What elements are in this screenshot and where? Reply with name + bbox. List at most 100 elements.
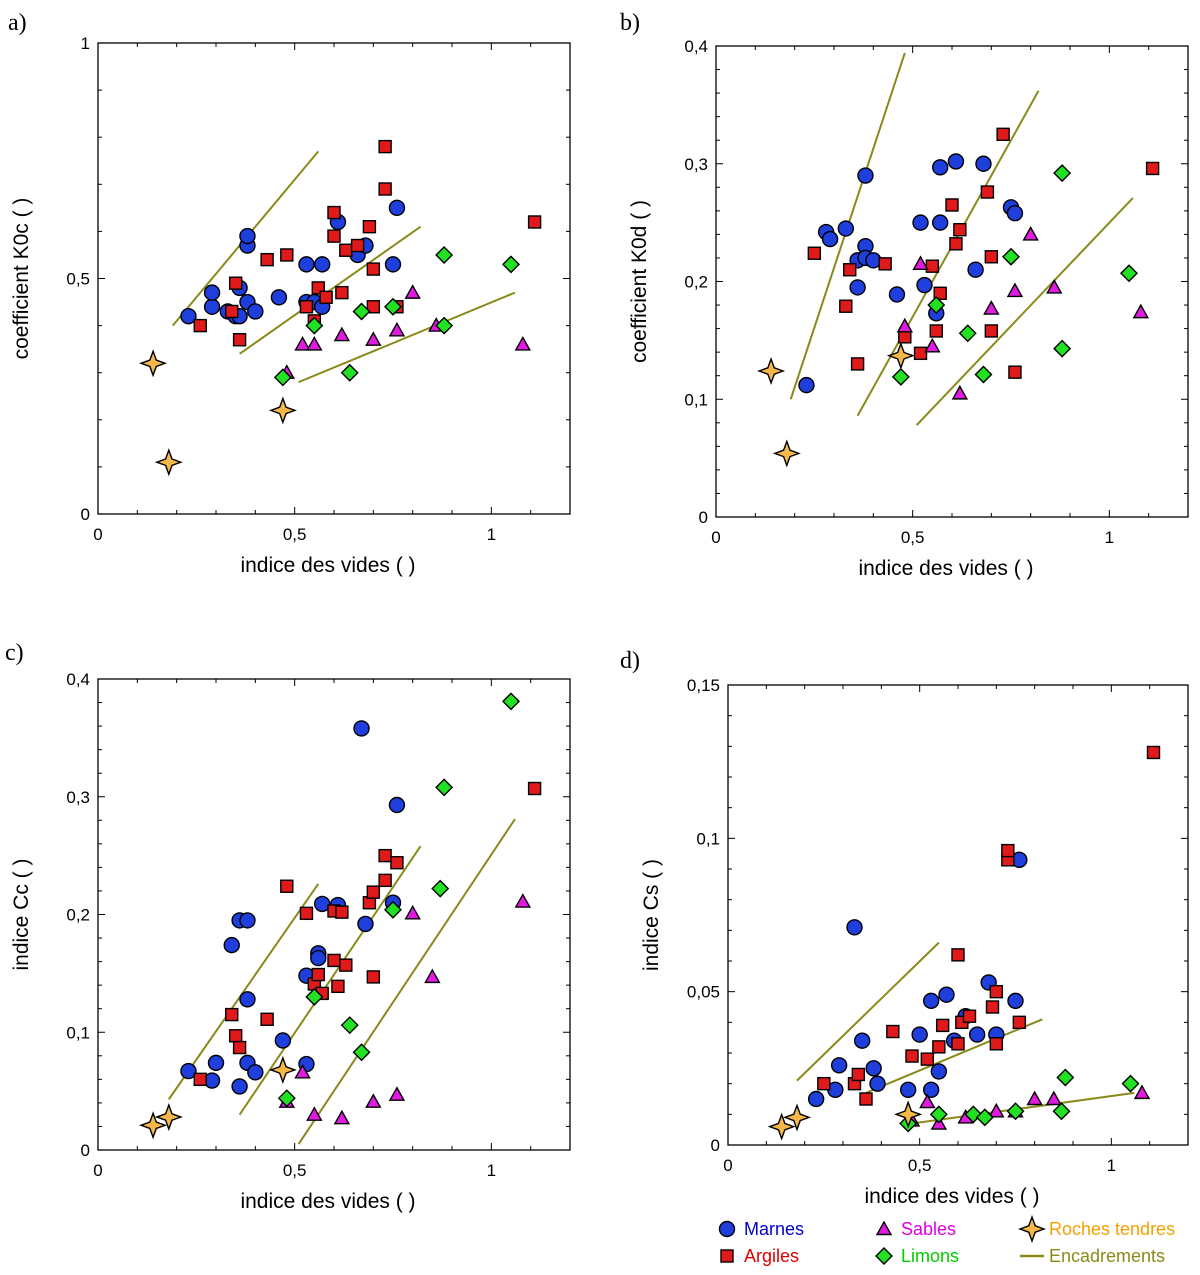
data-point-argiles <box>839 299 853 313</box>
data-point-marnes <box>865 1060 882 1077</box>
data-point-limons <box>305 316 324 335</box>
series-sables <box>278 284 531 379</box>
data-point-marnes <box>821 230 839 248</box>
data-point-argiles <box>335 905 349 919</box>
data-point-marnes <box>922 1081 940 1099</box>
data-point-argiles <box>951 948 965 962</box>
y-tick-label: 0,1 <box>684 390 708 409</box>
data-point-limons <box>958 324 977 343</box>
data-point-marnes <box>384 256 402 273</box>
series-roches <box>139 1055 297 1140</box>
data-point-limons <box>502 692 520 711</box>
y-tick-label: 0,3 <box>684 155 708 174</box>
data-point-roches <box>139 1111 168 1140</box>
legend: Marnes Argiles Sables Limons Roches tendres E… <box>718 1214 1175 1266</box>
data-point-roches <box>782 1103 812 1132</box>
data-point-limons <box>435 316 454 335</box>
legend-label-marnes: Marnes <box>744 1219 804 1239</box>
y-tick-label: 0 <box>699 508 708 527</box>
data-point-sables <box>365 331 382 346</box>
y-tick-label: 0,1 <box>696 829 720 848</box>
data-point-limons <box>1002 247 1020 266</box>
legend-marker-roches <box>1017 1214 1047 1244</box>
data-point-argiles <box>335 285 349 300</box>
plot-frame <box>727 684 1189 1146</box>
x-tick-label: 0,5 <box>283 1161 307 1180</box>
data-point-roches <box>268 396 297 425</box>
data-point-sables <box>924 337 941 353</box>
data-point-marnes <box>239 991 256 1008</box>
data-point-argiles <box>260 1012 274 1026</box>
data-point-argiles <box>366 262 381 276</box>
data-point-sables <box>1022 225 1039 241</box>
y-tick-label: 0,2 <box>66 906 90 925</box>
data-point-argiles <box>817 1076 831 1091</box>
panel-label: d) <box>620 648 640 674</box>
data-point-marnes <box>180 1062 197 1080</box>
x-axis-label: indice des vides ( ) <box>240 554 415 577</box>
data-point-argiles <box>932 1040 946 1054</box>
data-point-limons <box>1121 1074 1140 1093</box>
data-point-limons <box>384 297 402 316</box>
data-point-limons <box>273 368 292 387</box>
data-point-argiles <box>311 967 325 982</box>
data-point-marnes <box>938 986 955 1003</box>
data-point-roches <box>757 356 786 386</box>
data-point-sables <box>896 317 913 333</box>
encadrement-line <box>856 90 1040 417</box>
data-point-argiles <box>1145 161 1160 176</box>
data-point-argiles <box>327 205 341 220</box>
data-point-marnes <box>911 1026 928 1043</box>
data-point-argiles <box>362 219 377 234</box>
data-point-argiles <box>339 958 353 972</box>
legend-item-marnes: Marnes <box>718 1219 804 1239</box>
data-point-argiles <box>390 855 404 870</box>
x-tick-label: 1 <box>1105 528 1114 547</box>
data-point-argiles <box>378 139 392 154</box>
data-point-marnes <box>223 936 240 954</box>
legend-label-argiles: Argiles <box>744 1246 799 1266</box>
data-point-argiles <box>299 300 314 314</box>
legend-item-sables: Sables <box>875 1219 956 1239</box>
data-point-marnes <box>968 1026 986 1043</box>
data-point-limons <box>1120 264 1138 283</box>
data-point-roches <box>154 448 183 477</box>
legend-label-encadrements: Encadrements <box>1049 1246 1165 1266</box>
series-argiles <box>817 745 1161 1106</box>
panel-label: a) <box>8 10 27 36</box>
encadrement-line <box>796 941 940 1082</box>
encadrement-line <box>239 225 422 355</box>
data-point-marnes <box>947 153 965 170</box>
data-point-sables <box>1133 1084 1151 1100</box>
data-point-limons <box>384 900 402 919</box>
data-point-argiles <box>989 984 1004 999</box>
x-tick-label: 1 <box>487 525 496 544</box>
data-point-sables <box>514 336 531 351</box>
legend-item-limons: Limons <box>875 1246 959 1266</box>
data-point-argiles <box>962 1009 977 1023</box>
y-axis-label: indice Cc ( ) <box>10 858 33 970</box>
data-point-sables <box>388 1086 406 1101</box>
legend-marker-argiles <box>720 1249 734 1263</box>
data-point-argiles <box>985 1000 1000 1014</box>
encadrement-line <box>915 197 1134 426</box>
data-point-argiles <box>331 979 345 994</box>
x-axis-label: indice des vides ( ) <box>240 1190 415 1213</box>
series-argiles <box>193 781 542 1087</box>
data-point-argiles <box>366 970 381 984</box>
data-point-argiles <box>378 182 392 196</box>
chart-panel-4: 0 0,5 1 0 0,05 0,1 0,15 indice des vides ( ) ind… <box>620 648 1189 1208</box>
data-point-roches <box>886 341 915 370</box>
data-point-sables <box>514 893 531 908</box>
data-point-marnes <box>932 159 949 176</box>
encadrement-line <box>911 1091 1135 1125</box>
chart-panel-2: 0 0,5 1 0 0,1 0,2 0,3 0,4 indice des vides ( ) co… <box>620 10 1189 580</box>
data-point-marnes <box>239 912 256 929</box>
data-point-sables <box>404 284 421 299</box>
series-limons <box>273 245 520 387</box>
y-tick-label: 1 <box>81 34 90 53</box>
legend-marker-sables <box>875 1220 893 1236</box>
data-point-argiles <box>850 357 865 371</box>
data-point-argiles <box>225 1007 239 1022</box>
data-point-marnes <box>203 298 221 315</box>
